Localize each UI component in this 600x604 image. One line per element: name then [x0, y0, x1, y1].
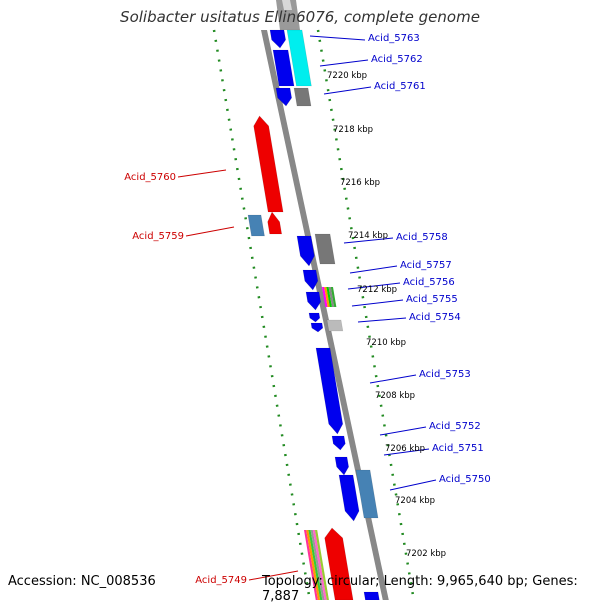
gene-labels: Acid_5763 Acid_5762 Acid_5761 Acid_5760 Acid… — [124, 33, 491, 586]
gene-arrow-acid-5757 — [302, 269, 319, 291]
leader-acid-5749 — [248, 570, 299, 581]
kbp-label: 7204 kbp — [395, 496, 435, 506]
gene-arrow-acid-5762 — [272, 49, 295, 87]
leader-acid-5757 — [349, 265, 398, 274]
gene-arrow-acid-5751 — [334, 456, 349, 476]
gene-arrow-acid-5755 — [305, 291, 321, 311]
leader-acid-5761 — [323, 86, 372, 95]
gene-box-gray-5754 — [326, 319, 344, 332]
leader-acid-5758 — [343, 237, 394, 244]
gene-label-acid-5762: Acid_5762 — [371, 54, 423, 65]
gene-label-acid-5749: Acid_5749 — [195, 575, 247, 586]
gene-box-gray-5758 — [314, 233, 336, 265]
gene-label-acid-5755: Acid_5755 — [406, 294, 458, 305]
accession-text: Accession: NC_008536 — [8, 574, 156, 589]
leader-acid-5750 — [389, 479, 437, 491]
kbp-label: 7212 kbp — [357, 285, 397, 295]
leader-acid-5762 — [319, 59, 369, 67]
gene-label-acid-5754: Acid_5754 — [409, 312, 461, 323]
top-partial-feature-gray — [276, 0, 300, 30]
gene-arrow-acid-5750 — [338, 474, 360, 522]
gene-label-acid-5760: Acid_5760 — [124, 172, 176, 183]
gene-label-acid-5756: Acid_5756 — [403, 277, 455, 288]
gene-arrow-acid-5763 — [269, 29, 286, 49]
leader-acid-5751 — [383, 448, 430, 456]
gene-arrow-partial-bottom — [363, 591, 380, 600]
leader-acid-5756 — [347, 282, 401, 290]
gene-arrow-acid-5754a — [308, 312, 321, 323]
gene-label-acid-5759: Acid_5759 — [132, 231, 184, 242]
leader-acid-5752 — [379, 426, 427, 436]
stripe-band — [312, 530, 327, 600]
gene-box-steelblue-5759 — [247, 214, 265, 237]
kbp-label: 7202 kbp — [406, 549, 446, 559]
gene-stripe-acid-5756 — [322, 287, 337, 307]
gene-label-acid-5752: Acid_5752 — [429, 421, 481, 432]
gene-label-acid-5761: Acid_5761 — [374, 81, 426, 92]
right-dot-track — [316, 29, 415, 600]
gene-arrow-acid-5753 — [315, 347, 344, 435]
leader-acid-5753 — [369, 374, 417, 384]
stripe-band — [315, 530, 329, 600]
gene-arrow-acid-5758 — [296, 235, 315, 267]
gene-label-acid-5763: Acid_5763 — [368, 33, 420, 44]
kbp-label: 7218 kbp — [333, 125, 373, 135]
gene-label-acid-5751: Acid_5751 — [432, 443, 484, 454]
gene-label-acid-5757: Acid_5757 — [400, 260, 452, 271]
gene-arrow-acid-5760 — [253, 115, 284, 213]
kbp-label: 7216 kbp — [340, 178, 380, 188]
kbp-axis-labels: 7220 kbp 7218 kbp 7216 kbp 7214 kbp 7212 kbp… — [327, 71, 446, 559]
leader-acid-5763 — [309, 35, 366, 41]
map-title: Solibacter usitatus Ellin6076, complete … — [120, 8, 480, 26]
gene-box-steelblue-5750 — [355, 469, 379, 519]
gene-arrow-acid-5754b — [310, 322, 324, 333]
kbp-label: 7220 kbp — [327, 71, 367, 81]
gene-arrow-acid-5759 — [267, 211, 283, 235]
kbp-label: 7214 kbp — [348, 231, 388, 241]
leader-acid-5760 — [177, 169, 227, 178]
label-leader-lines — [177, 35, 437, 581]
gene-label-acid-5758: Acid_5758 — [396, 232, 448, 243]
stripe-band — [328, 287, 335, 307]
stripe-band — [324, 287, 330, 307]
gene-arrow-acid-5761 — [275, 87, 292, 107]
left-dot-track — [212, 29, 311, 600]
stripe-band — [304, 530, 318, 600]
backbone-line — [261, 30, 389, 600]
leader-acid-5759 — [185, 226, 235, 237]
gene-arrow-acid-5749 — [324, 527, 354, 600]
genome-backbone — [261, 0, 389, 600]
stripe-band — [306, 530, 321, 600]
stripe-band — [326, 287, 332, 307]
kbp-label: 7208 kbp — [375, 391, 415, 401]
gene-label-acid-5750: Acid_5750 — [439, 474, 491, 485]
gene-stripe-acid-5749 — [304, 530, 329, 600]
gene-label-acid-5753: Acid_5753 — [419, 369, 471, 380]
top-partial-feature-light — [282, 0, 292, 10]
gene-box-gray-5762 — [293, 87, 312, 107]
kbp-label: 7206 kbp — [385, 444, 425, 454]
stripe-band — [322, 287, 328, 307]
gene-box-cyan — [286, 29, 312, 87]
gene-features — [247, 29, 380, 600]
stripe-band — [308, 530, 323, 600]
stripe-band — [330, 287, 337, 307]
kbp-label: 7210 kbp — [366, 338, 406, 348]
tick-dot-tracks — [212, 29, 415, 600]
leader-acid-5754 — [357, 317, 407, 323]
leader-acid-5755 — [351, 299, 404, 307]
stripe-band — [310, 530, 325, 600]
gene-arrow-acid-5752 — [331, 435, 346, 451]
